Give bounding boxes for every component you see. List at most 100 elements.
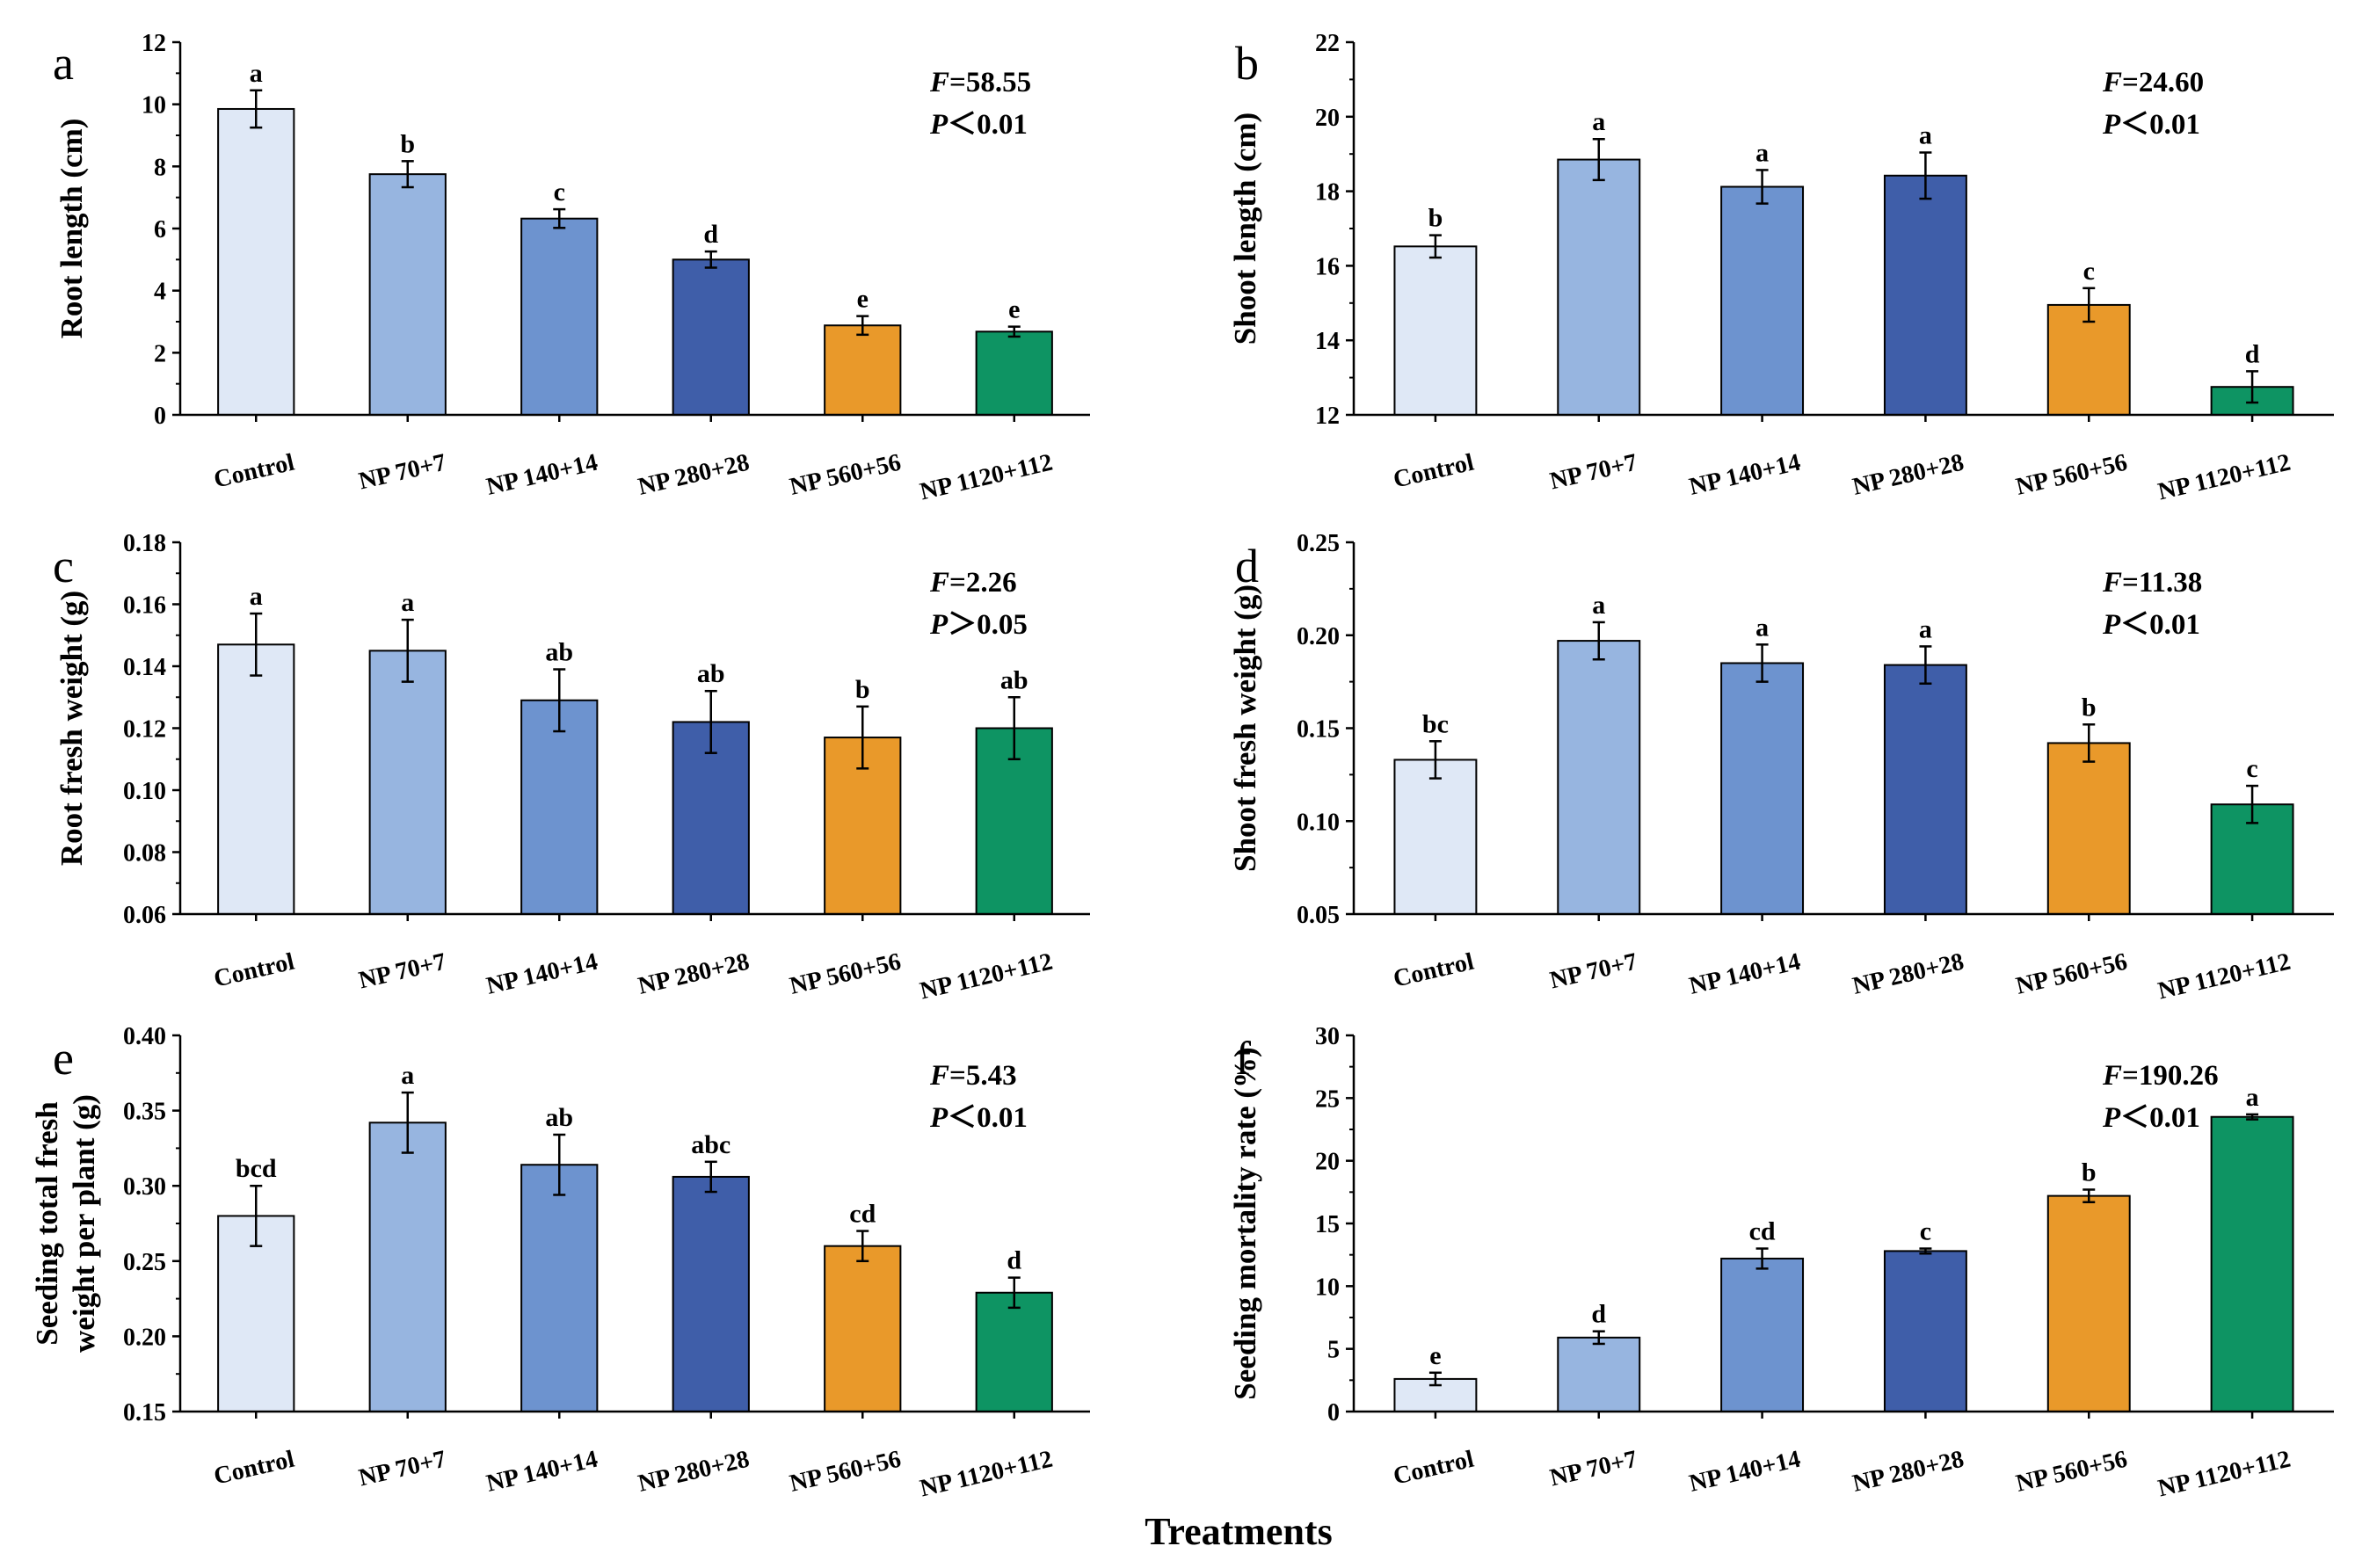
category-label: NP 280+28 <box>636 1446 752 1498</box>
y-tick-label: 0.30 <box>123 1173 166 1201</box>
y-tick-label: 0.15 <box>1297 716 1340 744</box>
category-label: NP 560+56 <box>2013 1446 2129 1498</box>
significance-letter: b <box>855 675 870 704</box>
significance-letter: a <box>1592 107 1605 136</box>
y-axis-label: Seeding mortality rate (%) <box>1228 1047 1262 1399</box>
y-tick-label: 8 <box>154 154 166 181</box>
y-tick-label: 0.35 <box>123 1099 166 1126</box>
significance-letter: c <box>1920 1217 1931 1246</box>
bar-e-3 <box>520 1164 599 1413</box>
y-tick-label: 0.08 <box>123 840 166 867</box>
y-tick-label: 0.10 <box>123 778 166 805</box>
category-label: NP 140+14 <box>483 948 600 1000</box>
category-label: NP 70+7 <box>356 1446 448 1492</box>
category-label: NP 140+14 <box>1687 948 1803 1000</box>
error-bar <box>1919 151 1932 200</box>
error-bar <box>553 668 566 733</box>
y-tick-label: 10 <box>142 92 166 120</box>
bar-d-2 <box>1557 640 1641 915</box>
significance-letter: d <box>2245 339 2260 368</box>
category-label: Control <box>211 1446 297 1491</box>
significance-letter: ab <box>1000 665 1028 694</box>
y-axis-label: Shoot fresh weight (g) <box>1228 584 1262 872</box>
y-tick-label: 12 <box>142 30 166 57</box>
error-bar <box>856 1230 869 1263</box>
y-tick-label: 0.10 <box>1297 809 1340 836</box>
bar-f-5 <box>2046 1194 2131 1412</box>
p-statistic: P＜0.01 <box>929 1102 1028 1134</box>
bar-c-2 <box>368 650 447 915</box>
significance-letter: ab <box>545 1103 573 1132</box>
f-statistic: F=2.26 <box>929 567 1017 599</box>
f-statistic: F=24.60 <box>2102 67 2204 98</box>
error-bar <box>856 315 869 337</box>
significance-letter: c <box>2083 257 2095 286</box>
y-tick-label: 0.18 <box>123 530 166 557</box>
significance-letter: e <box>1429 1341 1441 1370</box>
bar-e-2 <box>368 1122 447 1413</box>
bar-a-4 <box>672 258 750 417</box>
category-label: NP 560+56 <box>787 1446 903 1498</box>
category-label: NP 1120+112 <box>2155 948 2293 1005</box>
error-bar <box>1755 643 1769 683</box>
y-tick-label: 0.40 <box>123 1023 166 1050</box>
y-tick-label: 10 <box>1315 1274 1340 1301</box>
panel-f: e d cd c b a 0 5 10 15 20 25 30 Control NP 70+7 NP 140+… <box>1228 1023 2334 1502</box>
panel-label: a <box>53 37 74 90</box>
significance-letter: ab <box>697 659 725 688</box>
error-bar <box>401 160 414 189</box>
y-tick-label: 20 <box>1315 1149 1340 1176</box>
error-bar <box>704 689 717 754</box>
error-bar <box>1428 740 1442 780</box>
significance-letter: a <box>401 588 414 617</box>
bar-d-3 <box>1720 662 1805 915</box>
category-label: NP 70+7 <box>1547 449 1639 496</box>
error-bar <box>856 705 869 770</box>
y-tick-label: 5 <box>1327 1337 1340 1364</box>
significance-letter: bc <box>1422 709 1449 738</box>
category-label: NP 70+7 <box>356 948 448 995</box>
panel-b: b a a a c d 12 14 16 18 20 22 Control NP 70+7 NP 140+1… <box>1228 30 2334 505</box>
error-bar <box>1007 1276 1021 1310</box>
significance-letter: ab <box>545 638 573 667</box>
y-tick-label: 6 <box>154 216 166 243</box>
significance-letter: a <box>250 582 263 611</box>
significance-letter: d <box>1591 1300 1606 1329</box>
y-tick-label: 4 <box>154 279 166 306</box>
category-label: Control <box>211 449 297 494</box>
significance-letter: e <box>857 285 869 314</box>
y-tick-label: 0.16 <box>123 592 166 620</box>
y-tick-label: 0.06 <box>123 902 166 929</box>
significance-letter: bcd <box>236 1154 277 1183</box>
significance-letter: a <box>1592 591 1605 620</box>
f-statistic: F=11.38 <box>2102 567 2202 599</box>
y-tick-label: 0.20 <box>123 1324 166 1351</box>
y-tick-label: 25 <box>1315 1085 1340 1113</box>
significance-letter: e <box>1008 295 1020 324</box>
significance-letter: a <box>1919 121 1932 150</box>
error-bar <box>704 250 717 269</box>
y-tick-label: 0.14 <box>123 654 166 681</box>
panel-label: f <box>1235 1032 1251 1085</box>
panel-a: a b c d e e 0 2 4 6 8 10 12 Control NP 70+7 NP 140+14 NP… <box>53 30 1090 505</box>
error-bar <box>1919 645 1932 685</box>
error-bar <box>2082 723 2096 763</box>
bar-f-4 <box>1883 1250 1967 1413</box>
y-tick-label: 2 <box>154 340 166 367</box>
category-label: Control <box>1391 449 1477 494</box>
y-tick-label: 0.15 <box>123 1399 166 1426</box>
significance-letter: a <box>1919 614 1932 643</box>
bar-d-1 <box>1393 759 1478 916</box>
panel-e: bcd a ab abc cd d 0.15 0.20 0.25 0.30 0.35 0.40 Cont… <box>30 1023 1090 1502</box>
bar-f-3 <box>1720 1257 1805 1412</box>
bar-e-5 <box>824 1245 902 1413</box>
category-label: NP 280+28 <box>1850 1446 1966 1498</box>
y-axis-label: Shoot length (cm) <box>1228 113 1262 345</box>
y-tick-label: 30 <box>1315 1023 1340 1050</box>
y-tick-label: 0.12 <box>123 716 166 744</box>
category-label: NP 560+56 <box>787 948 903 1000</box>
p-statistic: P＜0.01 <box>929 109 1028 141</box>
error-bar <box>553 207 566 229</box>
significance-letter: cd <box>1749 1217 1776 1246</box>
